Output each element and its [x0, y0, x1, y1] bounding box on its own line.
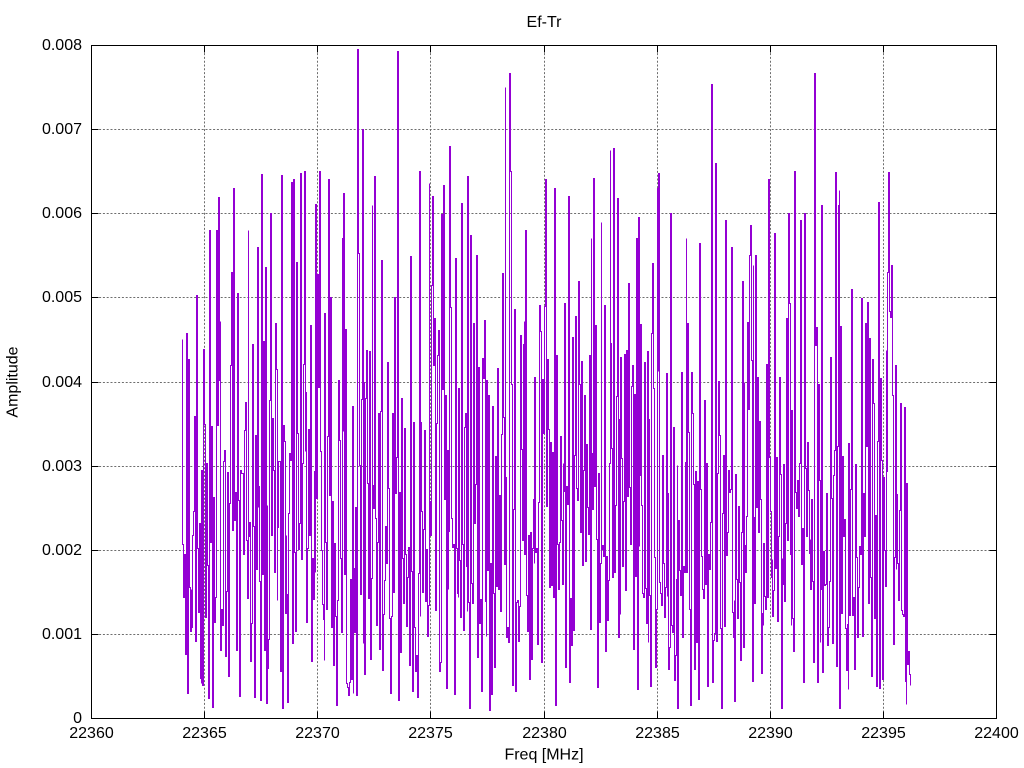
svg-text:0.004: 0.004 [42, 374, 82, 391]
svg-text:22390: 22390 [748, 725, 793, 742]
svg-text:0.002: 0.002 [42, 542, 82, 559]
svg-text:0.001: 0.001 [42, 626, 82, 643]
svg-text:22400: 22400 [974, 725, 1019, 742]
svg-text:22365: 22365 [182, 725, 227, 742]
svg-text:0.003: 0.003 [42, 458, 82, 475]
svg-text:0.007: 0.007 [42, 121, 82, 138]
svg-text:Ef-Tr: Ef-Tr [527, 14, 563, 31]
svg-text:0.005: 0.005 [42, 289, 82, 306]
svg-text:0: 0 [73, 710, 82, 727]
svg-text:22385: 22385 [635, 725, 680, 742]
svg-text:22360: 22360 [69, 725, 114, 742]
svg-text:22375: 22375 [408, 725, 453, 742]
svg-text:Amplitude: Amplitude [5, 346, 22, 417]
svg-text:Freq [MHz]: Freq [MHz] [504, 747, 583, 764]
svg-text:0.008: 0.008 [42, 37, 82, 54]
svg-text:0.006: 0.006 [42, 205, 82, 222]
svg-text:22370: 22370 [295, 725, 340, 742]
svg-text:22395: 22395 [861, 725, 906, 742]
svg-text:22380: 22380 [522, 725, 567, 742]
